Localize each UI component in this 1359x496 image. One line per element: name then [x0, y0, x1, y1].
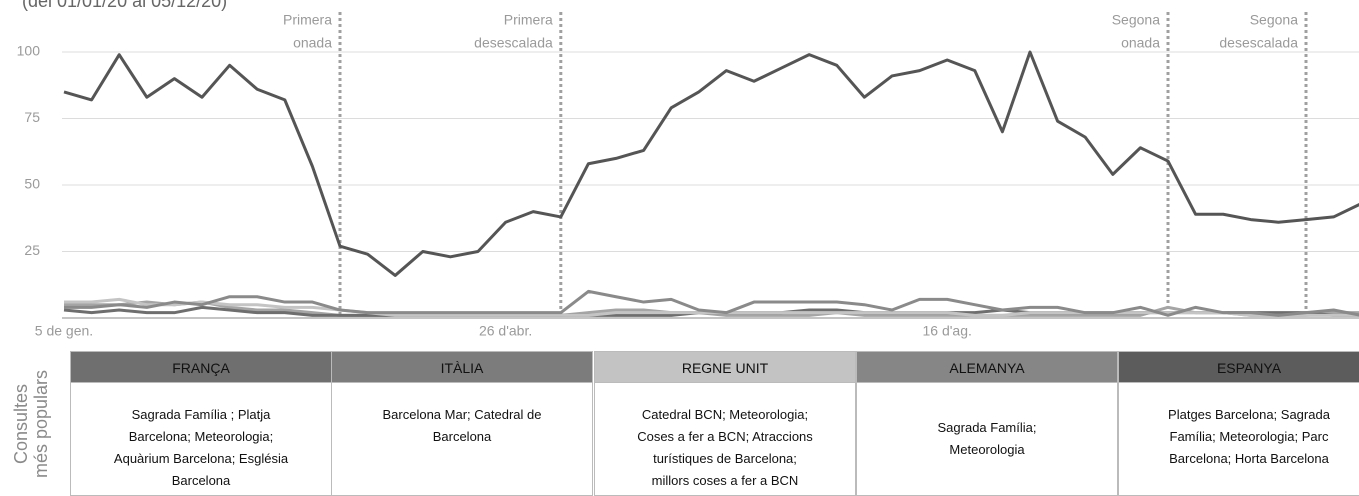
column-header: ALEMANYA	[856, 351, 1118, 383]
chart: (del 01/01/20 al 05/12/20) 25 50 75 100 5 de…	[17, 0, 1359, 339]
event-label: Segona	[1112, 12, 1160, 28]
series-line	[63, 50, 1359, 277]
table-column: FRANÇA Sagrada Família ; Platja Barcelona;…	[70, 351, 332, 496]
cell-line: Catedral BCN; Meteorologia;	[641, 407, 809, 422]
cell-line: Sagrada Família;	[937, 420, 1037, 435]
cell-line: Meteorologia	[949, 442, 1025, 457]
event-label: desescalada	[1219, 35, 1298, 51]
cell: Sagrada Família; Meteorologia	[856, 383, 1118, 496]
row-label: Consultes més populars	[0, 352, 62, 496]
event-label: Primera	[283, 12, 332, 28]
column-header: ESPANYA	[1118, 351, 1359, 383]
row-label-line: més populars	[31, 369, 51, 479]
chart-subtitle: (del 01/01/20 al 05/12/20)	[22, 0, 227, 11]
row-label-line: Consultes	[11, 383, 31, 465]
cell-line: Barcelona; Horta Barcelona	[1169, 451, 1329, 466]
cell-line: Família; Meteorologia; Parc	[1169, 429, 1329, 444]
cell-line: Barcelona; Meteorologia;	[128, 429, 274, 444]
table-column: REGNE UNIT Catedral BCN; Meteorologia; Cos…	[594, 351, 856, 496]
cell-line: Platges Barcelona; Sagrada	[1168, 407, 1330, 422]
cell-line: turístiques de Barcelona;	[653, 451, 797, 466]
cell: Sagrada Família ; Platja Barcelona; Meteo…	[70, 383, 332, 496]
y-tick-label: 75	[24, 109, 40, 125]
cell-line: Barcelona Mar; Catedral de	[382, 407, 542, 422]
cell-line: Aquàrium Barcelona; Església	[113, 451, 289, 466]
cell-line: Sagrada Família ; Platja	[131, 407, 271, 422]
cell-line: Barcelona	[171, 473, 231, 488]
event-label: desescalada	[474, 35, 553, 51]
row-label-text: Consultes més populars	[11, 370, 51, 478]
table-column: ALEMANYA Sagrada Família; Meteorologia	[856, 351, 1118, 496]
event-label: onada	[293, 35, 332, 51]
x-tick-label: 16 d'ag.	[923, 323, 972, 339]
event-label: Primera	[504, 12, 553, 28]
y-tick-label: 50	[24, 176, 40, 192]
x-tick-label: 5 de gen.	[35, 323, 93, 339]
column-header: ITÀLIA	[331, 351, 593, 383]
cell-line: millors coses a fer a BCN	[651, 473, 799, 488]
table-column: ITÀLIA Barcelona Mar; Catedral de Barcelon…	[331, 351, 593, 496]
cell: Catedral BCN; Meteorologia; Coses a fer a…	[594, 383, 856, 496]
column-header: REGNE UNIT	[594, 351, 856, 383]
event-label: onada	[1121, 35, 1160, 51]
event-label: Segona	[1250, 12, 1298, 28]
y-tick-label: 25	[24, 242, 40, 258]
cell: Platges Barcelona; Sagrada Família; Meteo…	[1118, 383, 1359, 496]
cell-line: Coses a fer a BCN; Atraccions	[637, 429, 813, 444]
y-tick-label: 100	[17, 43, 41, 59]
column-header: FRANÇA	[70, 351, 332, 383]
series-line	[64, 289, 1359, 317]
x-tick-label: 26 d'abr.	[479, 323, 532, 339]
table-column: ESPANYA Platges Barcelona; Sagrada Família…	[1118, 351, 1359, 496]
cell: Barcelona Mar; Catedral de Barcelona	[331, 383, 593, 496]
cell-line: Barcelona	[432, 429, 492, 444]
